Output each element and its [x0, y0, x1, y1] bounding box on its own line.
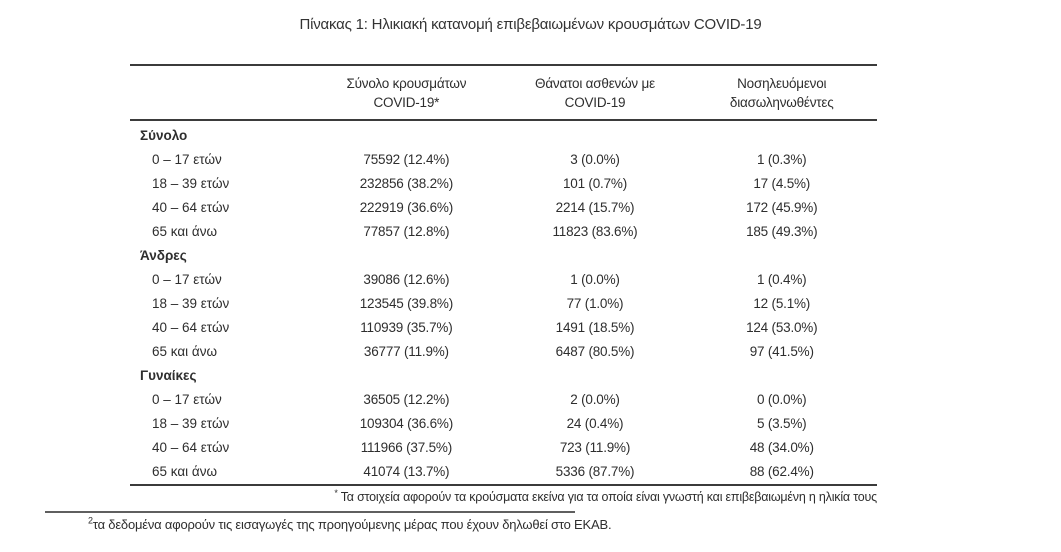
intubated-value: 0 (0.0%)	[757, 392, 807, 407]
col-header-cases-line1: Σύνολο κρουσμάτων	[346, 76, 467, 91]
age-label: 40 – 64 ετών	[152, 440, 230, 455]
table-row: 18 – 39 ετών 109304 (36.6%) 24 (0.4%) 5 …	[130, 412, 877, 436]
deaths-value: 1491 (18.5%)	[555, 320, 635, 335]
table-row: 0 – 17 ετών 36505 (12.2%) 2 (0.0%) 0 (0.…	[130, 388, 877, 412]
table-row: 0 – 17 ετών 75592 (12.4%) 3 (0.0%) 1 (0.…	[130, 148, 877, 172]
col-header-intubated-line1: Νοσηλευόμενοι	[737, 76, 827, 91]
col-header-empty	[130, 65, 310, 121]
age-label: 0 – 17 ετών	[152, 152, 222, 167]
col-header-intubated: Νοσηλευόμενοι διασωληνωθέντες	[686, 65, 877, 121]
table-row: 18 – 39 ετών 232856 (38.2%) 101 (0.7%) 1…	[130, 172, 877, 196]
page-footnote-text: τα δεδομένα αφορούν τις εισαγωγές της πρ…	[92, 517, 612, 532]
section-label: Γυναίκες	[140, 368, 197, 383]
deaths-value: 2 (0.0%)	[570, 392, 620, 407]
table-footnote: * Τα στοιχεία αφορούν τα κρούσματα εκείνα…	[130, 486, 877, 504]
deaths-value: 24 (0.4%)	[566, 416, 624, 431]
intubated-value: 172 (45.9%)	[746, 200, 818, 215]
deaths-value: 5336 (87.7%)	[555, 464, 635, 479]
age-label: 65 και άνω	[152, 464, 218, 479]
page-title: Πίνακας 1: Ηλικιακή κατανομή επιβεβαιωμέ…	[299, 16, 762, 33]
col-header-cases-line2: COVID-19*	[373, 95, 440, 110]
cases-value: 222919 (36.6%)	[359, 200, 454, 215]
page-footnote-marker: 2	[88, 515, 93, 526]
deaths-value: 1 (0.0%)	[570, 272, 620, 287]
age-label: 0 – 17 ετών	[152, 272, 222, 287]
table-row: 40 – 64 ετών 222919 (36.6%) 2214 (15.7%)…	[130, 196, 877, 220]
deaths-value: 3 (0.0%)	[570, 152, 620, 167]
cases-value: 75592 (12.4%)	[363, 152, 450, 167]
page-footnote-divider	[45, 511, 575, 513]
cases-value: 111966 (37.5%)	[360, 440, 452, 455]
age-label: 40 – 64 ετών	[152, 200, 230, 215]
intubated-value: 1 (0.4%)	[757, 272, 807, 287]
data-table: Σύνολο κρουσμάτων COVID-19* Θάνατοι ασθε…	[130, 64, 877, 484]
section-row-men: Άνδρες	[130, 244, 877, 268]
intubated-value: 97 (41.5%)	[749, 344, 814, 359]
table-row: 0 – 17 ετών 39086 (12.6%) 1 (0.0%) 1 (0.…	[130, 268, 877, 292]
cases-value: 77857 (12.8%)	[363, 224, 450, 239]
intubated-value: 5 (3.5%)	[757, 416, 807, 431]
header-row: Σύνολο κρουσμάτων COVID-19* Θάνατοι ασθε…	[130, 65, 877, 121]
col-header-cases: Σύνολο κρουσμάτων COVID-19*	[309, 65, 504, 121]
page-footnote: 2τα δεδομένα αφορούν τις εισαγωγές της π…	[88, 515, 612, 532]
cases-value: 109304 (36.6%)	[359, 416, 454, 431]
deaths-value: 77 (1.0%)	[566, 296, 624, 311]
covid-age-table: Σύνολο κρουσμάτων COVID-19* Θάνατοι ασθε…	[130, 64, 877, 504]
section-row-women: Γυναίκες	[130, 364, 877, 388]
intubated-value: 1 (0.3%)	[757, 152, 807, 167]
cases-value: 110939 (35.7%)	[360, 320, 453, 335]
deaths-value: 2214 (15.7%)	[555, 200, 635, 215]
table-row: 65 και άνω 36777 (11.9%) 6487 (80.5%) 97…	[130, 340, 877, 364]
section-row-total: Σύνολο	[130, 120, 877, 148]
age-label: 18 – 39 ετών	[152, 416, 230, 431]
intubated-value: 17 (4.5%)	[753, 176, 811, 191]
table-row: 40 – 64 ετών 111966 (37.5%) 723 (11.9%) …	[130, 436, 877, 460]
deaths-value: 11823 (83.6%)	[552, 224, 638, 239]
section-label: Σύνολο	[140, 128, 188, 143]
cases-value: 123545 (39.8%)	[359, 296, 454, 311]
cases-value: 232856 (38.2%)	[359, 176, 454, 191]
intubated-value: 88 (62.4%)	[749, 464, 814, 479]
col-header-deaths-line2: COVID-19	[564, 95, 626, 110]
age-label: 18 – 39 ετών	[152, 296, 230, 311]
table-footnote-text: Τα στοιχεία αφορούν τα κρούσματα εκείνα …	[340, 490, 877, 504]
deaths-value: 723 (11.9%)	[559, 440, 631, 455]
table-row: 40 – 64 ετών 110939 (35.7%) 1491 (18.5%)…	[130, 316, 877, 340]
table-row: 65 και άνω 77857 (12.8%) 11823 (83.6%) 1…	[130, 220, 877, 244]
age-label: 0 – 17 ετών	[152, 392, 222, 407]
intubated-value: 48 (34.0%)	[749, 440, 814, 455]
cases-value: 39086 (12.6%)	[363, 272, 450, 287]
table-row: 18 – 39 ετών 123545 (39.8%) 77 (1.0%) 12…	[130, 292, 877, 316]
col-header-deaths: Θάνατοι ασθενών με COVID-19	[503, 65, 687, 121]
intubated-value: 124 (53.0%)	[746, 320, 818, 335]
col-header-deaths-line1: Θάνατοι ασθενών με	[535, 76, 655, 91]
table-bottom-rule	[130, 484, 877, 486]
table-row: 65 και άνω 41074 (13.7%) 5336 (87.7%) 88…	[130, 460, 877, 484]
intubated-value: 12 (5.1%)	[753, 296, 811, 311]
age-label: 65 και άνω	[152, 224, 218, 239]
cases-value: 41074 (13.7%)	[363, 464, 450, 479]
deaths-value: 101 (0.7%)	[562, 176, 627, 191]
table-footnote-marker: *	[334, 487, 338, 498]
age-label: 40 – 64 ετών	[152, 320, 230, 335]
section-label: Άνδρες	[140, 248, 187, 263]
deaths-value: 6487 (80.5%)	[555, 344, 635, 359]
age-label: 65 και άνω	[152, 344, 218, 359]
cases-value: 36505 (12.2%)	[363, 392, 450, 407]
cases-value: 36777 (11.9%)	[363, 344, 449, 359]
age-label: 18 – 39 ετών	[152, 176, 230, 191]
col-header-intubated-line2: διασωληνωθέντες	[729, 95, 834, 110]
intubated-value: 185 (49.3%)	[746, 224, 818, 239]
